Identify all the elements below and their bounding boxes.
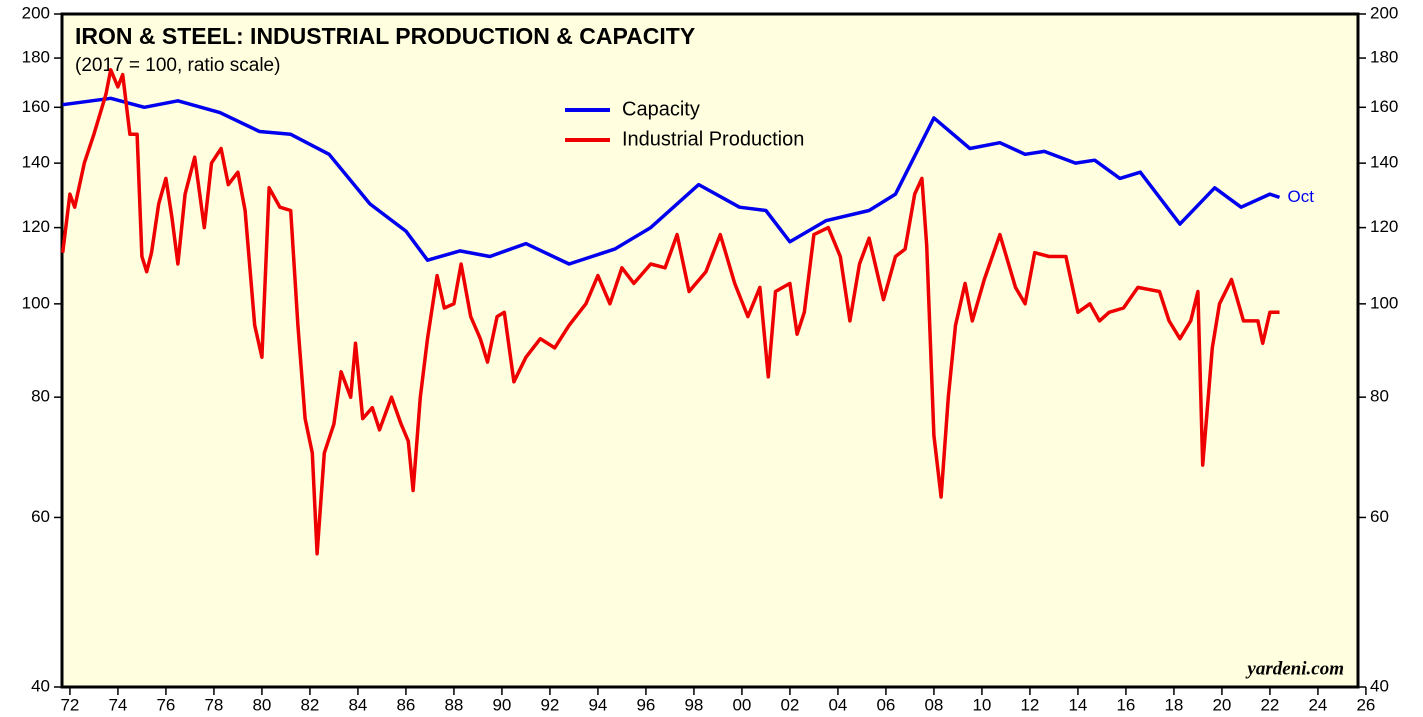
x-tick-label: 82 [300, 695, 319, 714]
y-tick-label: 140 [22, 153, 50, 172]
x-tick-label: 90 [492, 695, 511, 714]
y-tick-label: 120 [22, 217, 50, 236]
legend-label: Capacity [622, 98, 700, 120]
y2-tick-label: 160 [1370, 97, 1398, 116]
x-tick-label: 96 [636, 695, 655, 714]
x-tick-label: 92 [540, 695, 559, 714]
y-tick-label: 40 [31, 676, 50, 695]
x-tick-label: 00 [732, 695, 751, 714]
x-tick-label: 26 [1356, 695, 1375, 714]
x-tick-label: 98 [684, 695, 703, 714]
x-tick-label: 16 [1116, 695, 1135, 714]
y2-tick-label: 100 [1370, 293, 1398, 312]
chart-title: IRON & STEEL: INDUSTRIAL PRODUCTION & CA… [75, 23, 695, 49]
plot-area [60, 12, 1360, 689]
x-tick-label: 84 [348, 695, 367, 714]
y-tick-label: 180 [22, 48, 50, 67]
x-tick-label: 12 [1020, 695, 1039, 714]
y-tick-label: 60 [31, 507, 50, 526]
series-line [62, 96, 1281, 266]
annotation: Oct [1288, 187, 1315, 206]
x-tick-label: 94 [588, 695, 607, 714]
y2-tick-label: 200 [1370, 3, 1398, 22]
x-tick-label: 20 [1212, 695, 1231, 714]
x-tick-label: 10 [972, 695, 991, 714]
chart-subtitle: (2017 = 100, ratio scale) [75, 55, 280, 76]
y-tick-label: 200 [22, 3, 50, 22]
x-tick-label: 02 [780, 695, 799, 714]
x-tick-label: 08 [924, 695, 943, 714]
legend-label: Industrial Production [622, 128, 804, 150]
x-tick-label: 80 [252, 695, 271, 714]
series-line [60, 68, 1280, 556]
x-tick-label: 24 [1308, 695, 1327, 714]
x-tick-label: 76 [156, 695, 175, 714]
x-tick-label: 72 [60, 695, 79, 714]
y2-tick-label: 140 [1370, 153, 1398, 172]
y2-tick-label: 60 [1370, 507, 1389, 526]
x-tick-label: 06 [876, 695, 895, 714]
y2-tick-label: 80 [1370, 387, 1389, 406]
x-tick-label: 22 [1260, 695, 1279, 714]
source: yardeni.com [1245, 658, 1344, 679]
y2-tick-label: 180 [1370, 48, 1398, 67]
x-tick-label: 86 [396, 695, 415, 714]
y2-tick-label: 40 [1370, 676, 1389, 695]
x-tick-label: 04 [828, 695, 847, 714]
x-tick-label: 14 [1068, 695, 1087, 714]
y-tick-label: 160 [22, 97, 50, 116]
x-tick-label: 88 [444, 695, 463, 714]
x-tick-label: 74 [108, 695, 127, 714]
y2-tick-label: 120 [1370, 217, 1398, 236]
y-tick-label: 80 [31, 387, 50, 406]
x-tick-label: 78 [204, 695, 223, 714]
x-tick-label: 18 [1164, 695, 1183, 714]
y-tick-label: 100 [22, 293, 50, 312]
